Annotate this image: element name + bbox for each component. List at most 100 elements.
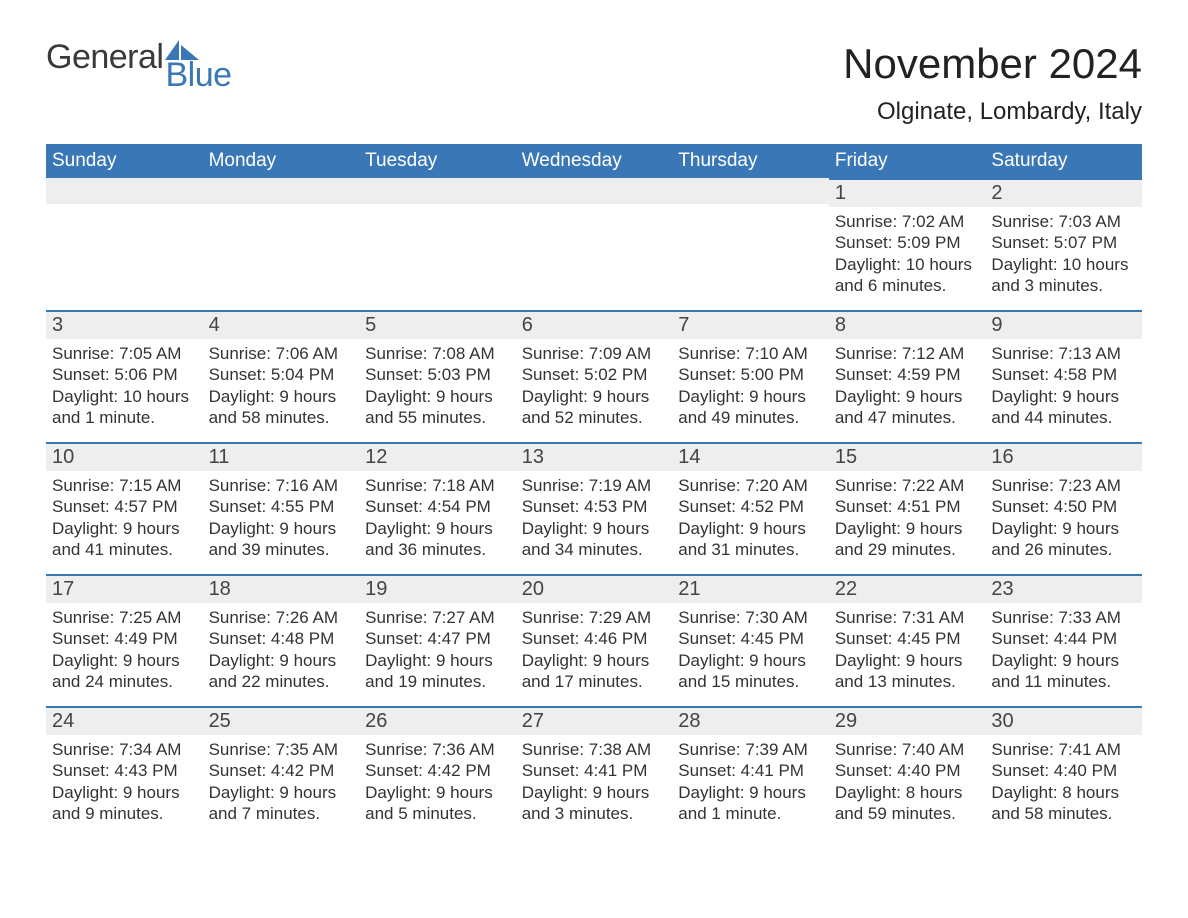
day-body: Sunrise: 7:41 AMSunset: 4:40 PMDaylight:… — [985, 735, 1142, 824]
day-number: 14 — [672, 442, 829, 471]
day-body: Sunrise: 7:15 AMSunset: 4:57 PMDaylight:… — [46, 471, 203, 560]
sunset-line: Sunset: 4:45 PM — [835, 628, 980, 649]
day-cell: 2Sunrise: 7:03 AMSunset: 5:07 PMDaylight… — [985, 178, 1142, 310]
day-body: Sunrise: 7:19 AMSunset: 4:53 PMDaylight:… — [516, 471, 673, 560]
day-cell: 9Sunrise: 7:13 AMSunset: 4:58 PMDaylight… — [985, 310, 1142, 442]
day-number: 23 — [985, 574, 1142, 603]
sunrise-line: Sunrise: 7:38 AM — [522, 739, 667, 760]
day-number: 18 — [203, 574, 360, 603]
day-cell: 25Sunrise: 7:35 AMSunset: 4:42 PMDayligh… — [203, 706, 360, 838]
day-number: 4 — [203, 310, 360, 339]
sunrise-line: Sunrise: 7:12 AM — [835, 343, 980, 364]
weekday-thursday: Thursday — [672, 144, 829, 178]
day-cell: 7Sunrise: 7:10 AMSunset: 5:00 PMDaylight… — [672, 310, 829, 442]
day-body: Sunrise: 7:16 AMSunset: 4:55 PMDaylight:… — [203, 471, 360, 560]
day-number: 28 — [672, 706, 829, 735]
week-row: 3Sunrise: 7:05 AMSunset: 5:06 PMDaylight… — [46, 310, 1142, 442]
week-row: 10Sunrise: 7:15 AMSunset: 4:57 PMDayligh… — [46, 442, 1142, 574]
day-body: Sunrise: 7:23 AMSunset: 4:50 PMDaylight:… — [985, 471, 1142, 560]
day-body: Sunrise: 7:29 AMSunset: 4:46 PMDaylight:… — [516, 603, 673, 692]
weeks-container: 1Sunrise: 7:02 AMSunset: 5:09 PMDaylight… — [46, 178, 1142, 838]
header-row: General Blue November 2024 Olginate, Lom… — [46, 40, 1142, 126]
page-title: November 2024 — [843, 40, 1142, 88]
daylight-line: Daylight: 9 hours and 3 minutes. — [522, 782, 667, 825]
day-number: 19 — [359, 574, 516, 603]
day-number: 5 — [359, 310, 516, 339]
calendar-grid: SundayMondayTuesdayWednesdayThursdayFrid… — [46, 144, 1142, 838]
sunrise-line: Sunrise: 7:23 AM — [991, 475, 1136, 496]
day-body: Sunrise: 7:06 AMSunset: 5:04 PMDaylight:… — [203, 339, 360, 428]
day-body: Sunrise: 7:18 AMSunset: 4:54 PMDaylight:… — [359, 471, 516, 560]
daylight-line: Daylight: 9 hours and 26 minutes. — [991, 518, 1136, 561]
brand-blue-block: Blue — [165, 40, 231, 92]
day-cell: 14Sunrise: 7:20 AMSunset: 4:52 PMDayligh… — [672, 442, 829, 574]
sunset-line: Sunset: 4:44 PM — [991, 628, 1136, 649]
blank-day-bar — [516, 178, 673, 204]
sunset-line: Sunset: 4:55 PM — [209, 496, 354, 517]
day-cell: 8Sunrise: 7:12 AMSunset: 4:59 PMDaylight… — [829, 310, 986, 442]
day-cell: 24Sunrise: 7:34 AMSunset: 4:43 PMDayligh… — [46, 706, 203, 838]
daylight-line: Daylight: 9 hours and 39 minutes. — [209, 518, 354, 561]
daylight-line: Daylight: 9 hours and 36 minutes. — [365, 518, 510, 561]
day-number: 15 — [829, 442, 986, 471]
day-number: 30 — [985, 706, 1142, 735]
daylight-line: Daylight: 9 hours and 17 minutes. — [522, 650, 667, 693]
day-number: 8 — [829, 310, 986, 339]
daylight-line: Daylight: 9 hours and 55 minutes. — [365, 386, 510, 429]
sunrise-line: Sunrise: 7:15 AM — [52, 475, 197, 496]
day-number: 17 — [46, 574, 203, 603]
day-body: Sunrise: 7:40 AMSunset: 4:40 PMDaylight:… — [829, 735, 986, 824]
day-number: 29 — [829, 706, 986, 735]
sunset-line: Sunset: 4:42 PM — [365, 760, 510, 781]
daylight-line: Daylight: 9 hours and 19 minutes. — [365, 650, 510, 693]
daylight-line: Daylight: 9 hours and 34 minutes. — [522, 518, 667, 561]
weekday-sunday: Sunday — [46, 144, 203, 178]
day-body: Sunrise: 7:22 AMSunset: 4:51 PMDaylight:… — [829, 471, 986, 560]
sunrise-line: Sunrise: 7:40 AM — [835, 739, 980, 760]
day-number: 27 — [516, 706, 673, 735]
sunrise-line: Sunrise: 7:09 AM — [522, 343, 667, 364]
day-cell: 26Sunrise: 7:36 AMSunset: 4:42 PMDayligh… — [359, 706, 516, 838]
sunrise-line: Sunrise: 7:33 AM — [991, 607, 1136, 628]
sunset-line: Sunset: 4:41 PM — [522, 760, 667, 781]
day-cell: 30Sunrise: 7:41 AMSunset: 4:40 PMDayligh… — [985, 706, 1142, 838]
sunrise-line: Sunrise: 7:36 AM — [365, 739, 510, 760]
daylight-line: Daylight: 9 hours and 52 minutes. — [522, 386, 667, 429]
day-cell: 4Sunrise: 7:06 AMSunset: 5:04 PMDaylight… — [203, 310, 360, 442]
day-cell: 6Sunrise: 7:09 AMSunset: 5:02 PMDaylight… — [516, 310, 673, 442]
daylight-line: Daylight: 9 hours and 7 minutes. — [209, 782, 354, 825]
day-body: Sunrise: 7:31 AMSunset: 4:45 PMDaylight:… — [829, 603, 986, 692]
brand-word-blue: Blue — [165, 58, 231, 92]
day-number: 11 — [203, 442, 360, 471]
sunrise-line: Sunrise: 7:03 AM — [991, 211, 1136, 232]
day-number: 9 — [985, 310, 1142, 339]
sunrise-line: Sunrise: 7:22 AM — [835, 475, 980, 496]
daylight-line: Daylight: 9 hours and 24 minutes. — [52, 650, 197, 693]
sunset-line: Sunset: 4:52 PM — [678, 496, 823, 517]
daylight-line: Daylight: 9 hours and 22 minutes. — [209, 650, 354, 693]
sunrise-line: Sunrise: 7:08 AM — [365, 343, 510, 364]
sunset-line: Sunset: 4:50 PM — [991, 496, 1136, 517]
sunrise-line: Sunrise: 7:29 AM — [522, 607, 667, 628]
day-body: Sunrise: 7:33 AMSunset: 4:44 PMDaylight:… — [985, 603, 1142, 692]
blank-cell — [672, 178, 829, 310]
day-cell: 11Sunrise: 7:16 AMSunset: 4:55 PMDayligh… — [203, 442, 360, 574]
sunset-line: Sunset: 5:04 PM — [209, 364, 354, 385]
daylight-line: Daylight: 9 hours and 9 minutes. — [52, 782, 197, 825]
sunset-line: Sunset: 4:53 PM — [522, 496, 667, 517]
day-body: Sunrise: 7:13 AMSunset: 4:58 PMDaylight:… — [985, 339, 1142, 428]
page-location: Olginate, Lombardy, Italy — [843, 98, 1142, 126]
sunrise-line: Sunrise: 7:27 AM — [365, 607, 510, 628]
day-body: Sunrise: 7:05 AMSunset: 5:06 PMDaylight:… — [46, 339, 203, 428]
sunrise-line: Sunrise: 7:25 AM — [52, 607, 197, 628]
title-block: November 2024 Olginate, Lombardy, Italy — [843, 40, 1142, 126]
sunrise-line: Sunrise: 7:13 AM — [991, 343, 1136, 364]
sunset-line: Sunset: 5:06 PM — [52, 364, 197, 385]
sunset-line: Sunset: 4:49 PM — [52, 628, 197, 649]
day-cell: 18Sunrise: 7:26 AMSunset: 4:48 PMDayligh… — [203, 574, 360, 706]
sunset-line: Sunset: 4:47 PM — [365, 628, 510, 649]
blank-cell — [203, 178, 360, 310]
day-number: 26 — [359, 706, 516, 735]
daylight-line: Daylight: 9 hours and 1 minute. — [678, 782, 823, 825]
weekday-header-row: SundayMondayTuesdayWednesdayThursdayFrid… — [46, 144, 1142, 178]
